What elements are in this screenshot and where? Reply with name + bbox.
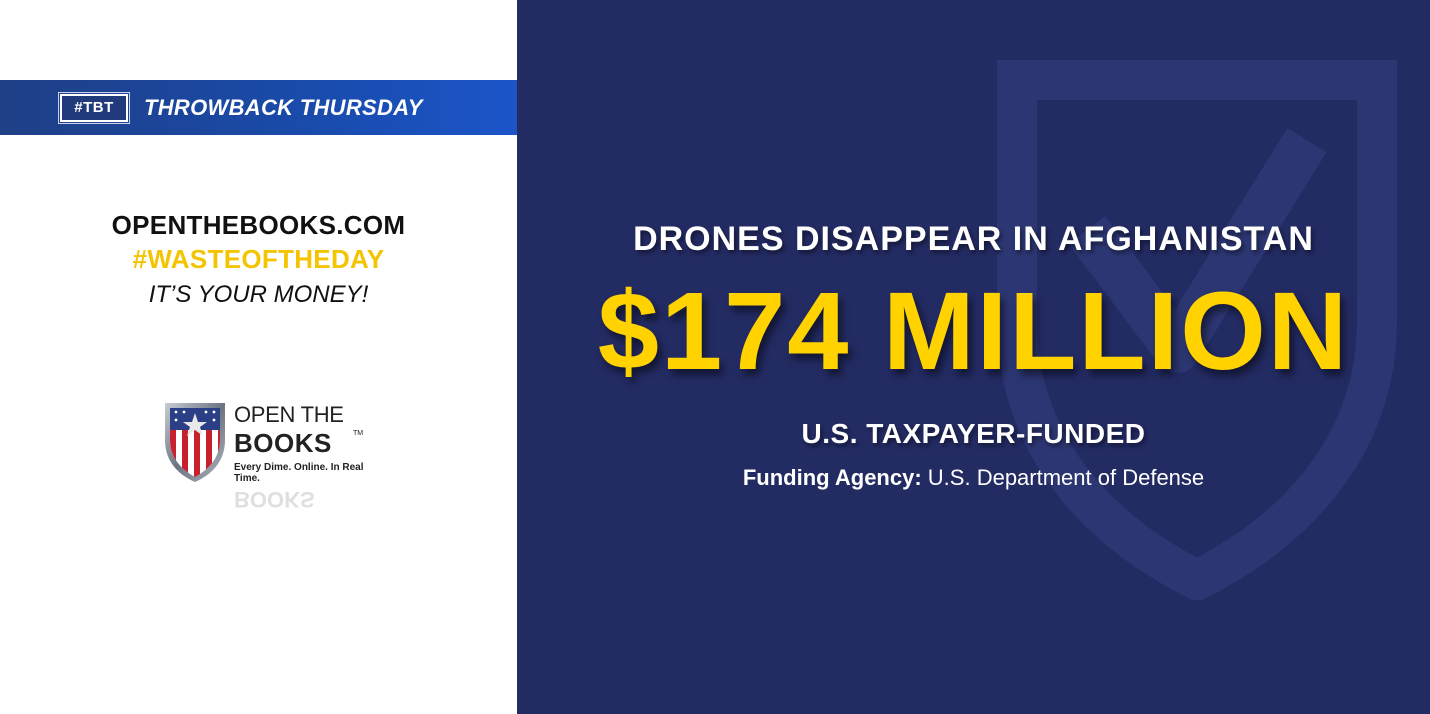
logo-line-1: OPEN THE	[234, 402, 344, 427]
funded-by: U.S. TAXPAYER-FUNDED	[801, 418, 1146, 449]
tagline: IT’S YOUR MONEY!	[148, 281, 369, 308]
site-name: OPENTHEBOOKS.COM	[111, 210, 406, 240]
shield-flag-icon	[165, 403, 225, 482]
waste-amount: $174 MILLION	[597, 270, 1350, 393]
logo-reflection-text: BOOKS	[234, 487, 315, 512]
tbt-badge: #TBT	[58, 91, 130, 124]
funding-agency-line: Funding Agency: U.S. Department of Defen…	[517, 465, 1430, 491]
agency-value: U.S. Department of Defense	[927, 465, 1205, 490]
throwback-banner: #TBT THROWBACK THURSDAY	[0, 80, 517, 135]
agency-label: Funding Agency:	[742, 465, 922, 490]
right-panel: DRONES DISAPPEAR IN AFGHANISTAN $174 MIL…	[517, 0, 1430, 714]
left-panel: #TBT THROWBACK THURSDAY OPENTHEBOOKS.COM…	[0, 0, 517, 714]
banner-title: THROWBACK THURSDAY	[144, 94, 423, 120]
site-block: OPENTHEBOOKS.COM #WASTEOFTHEDAY IT’S YOU…	[0, 208, 517, 312]
logo-line-2: BOOKS	[234, 428, 332, 458]
headline: DRONES DISAPPEAR IN AFGHANISTAN	[633, 220, 1314, 258]
logo-trademark: TM	[353, 430, 364, 437]
logo-slogan: Every Dime. Online. In Real Time.	[234, 462, 364, 484]
logo-reflection: BOOKS	[160, 486, 370, 530]
open-the-books-logo: OPEN THE BOOKS TM Every Dime. Online. In…	[160, 400, 370, 530]
waste-hashtag: #WASTEOFTHEDAY	[132, 244, 385, 274]
shield-watermark-icon	[997, 60, 1397, 600]
